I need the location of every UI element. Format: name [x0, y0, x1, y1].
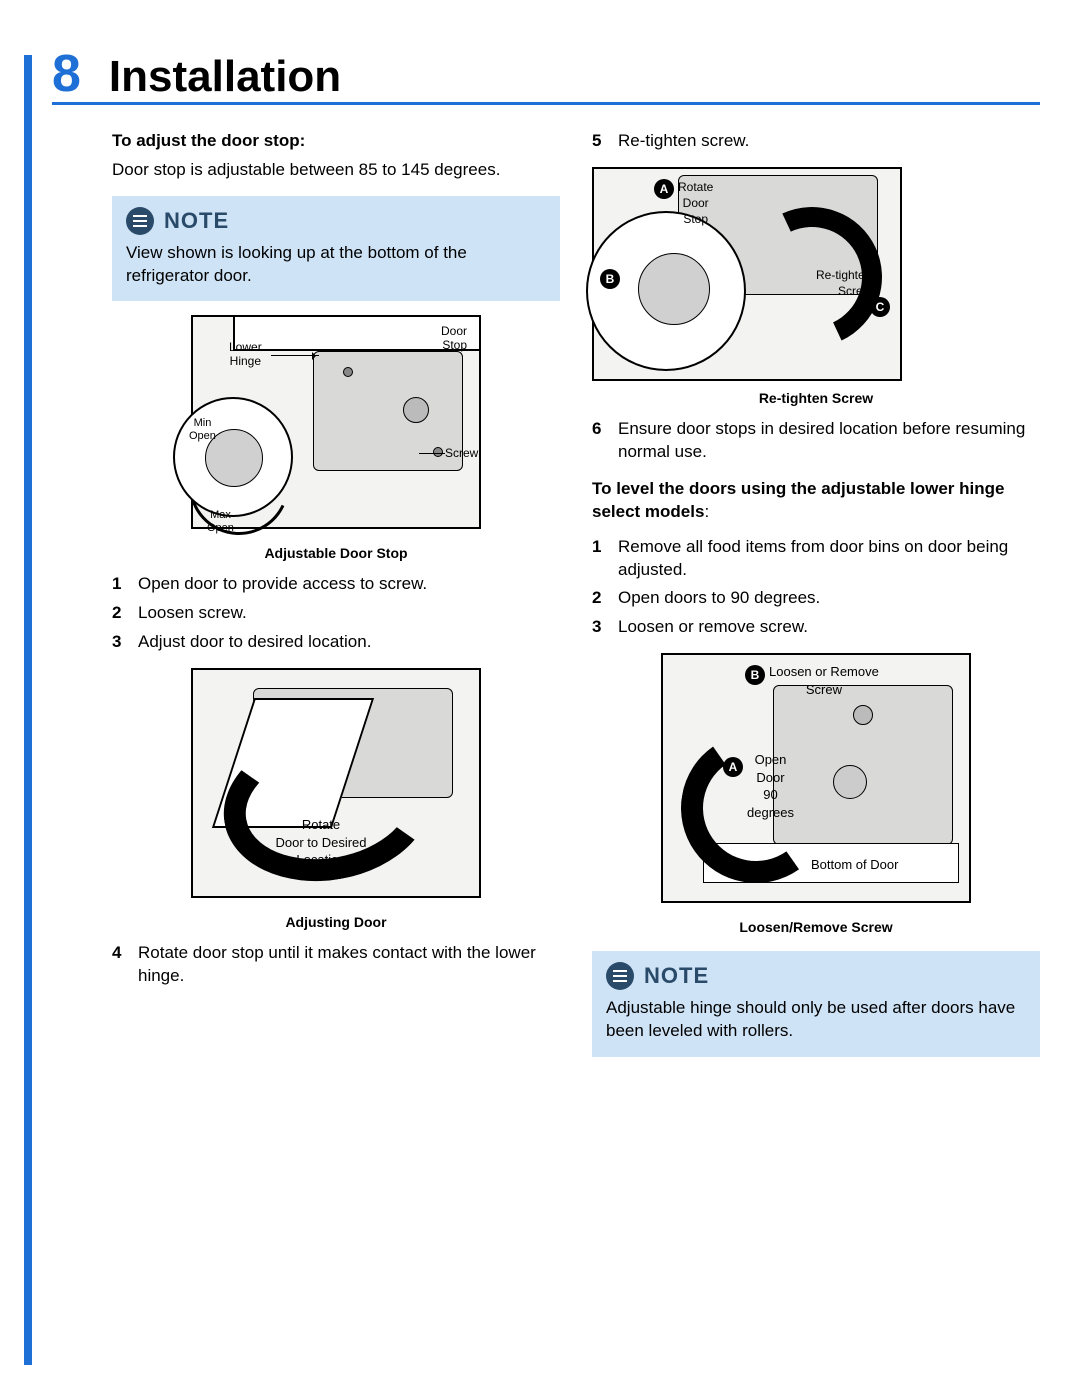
- note-box-2: NOTE Adjustable hinge should only be use…: [592, 951, 1040, 1057]
- note-icon: [126, 207, 154, 235]
- note-title: NOTE: [644, 961, 709, 991]
- step-item: 2Open doors to 90 degrees.: [592, 587, 1040, 610]
- figure-4-caption: Loosen/Remove Screw: [592, 918, 1040, 937]
- figure-adjusting-door: Rotate Door to Desired Location: [191, 668, 481, 898]
- label-bottom-of-door: Bottom of Door: [811, 856, 898, 874]
- label-screw: Screw: [445, 447, 478, 460]
- step-6: 6Ensure door stops in desired location b…: [592, 418, 1040, 464]
- label-door-stop: Door Stop: [441, 325, 467, 351]
- badge-b: B: [600, 269, 620, 289]
- label-lower-hinge: Lower Hinge: [229, 341, 262, 367]
- page-header: 8 Installation: [52, 48, 1040, 105]
- door-stop-range-text: Door stop is adjustable between 85 to 14…: [112, 159, 560, 182]
- note-icon: [606, 962, 634, 990]
- note-text: Adjustable hinge should only be used aft…: [606, 997, 1026, 1043]
- label-max-open: Max Open: [207, 509, 234, 533]
- page-number: 8: [52, 48, 81, 100]
- figure-loosen-remove-screw: B Loosen or Remove Screw A Open Door 90 …: [661, 653, 971, 903]
- figure-1-wrap: Lower Hinge Door Stop Screw Min Open Max…: [112, 315, 560, 563]
- label-min-open: Min Open: [189, 417, 216, 441]
- adjust-door-stop-heading: To adjust the door stop:: [112, 130, 560, 153]
- step-5: 5Re-tighten screw.: [592, 130, 1040, 153]
- content-columns: To adjust the door stop: Door stop is ad…: [112, 130, 1040, 1071]
- step-item: 6Ensure door stops in desired location b…: [592, 418, 1040, 464]
- level-steps-1-3: 1Remove all food items from door bins on…: [592, 536, 1040, 640]
- step-item: 1Open door to provide access to screw.: [112, 573, 560, 596]
- page-title: Installation: [109, 55, 341, 99]
- step-item: 3Loosen or remove screw.: [592, 616, 1040, 639]
- figure-3-caption: Re-tighten Screw: [592, 389, 1040, 408]
- note-box-1: NOTE View shown is looking up at the bot…: [112, 196, 560, 302]
- figure-adjustable-door-stop: Lower Hinge Door Stop Screw Min Open Max…: [191, 315, 481, 529]
- side-accent-bar: [24, 55, 32, 1365]
- note-header: NOTE: [606, 961, 1026, 991]
- step-4: 4Rotate door stop until it makes contact…: [112, 942, 560, 988]
- steps-1-3: 1Open door to provide access to screw. 2…: [112, 573, 560, 654]
- label-loosen-remove: Loosen or Remove Screw: [769, 663, 879, 698]
- figure-4-wrap: B Loosen or Remove Screw A Open Door 90 …: [592, 653, 1040, 937]
- label-rotate-door: Rotate Door to Desired Location: [261, 816, 381, 869]
- badge-a: A: [654, 179, 674, 199]
- figure-retighten-screw: A Rotate Door Stop B Re-tighten Screw C: [592, 167, 902, 381]
- level-doors-heading: To level the doors using the adjustable …: [592, 478, 1040, 524]
- step-item: 2Loosen screw.: [112, 602, 560, 625]
- figure-3-wrap: A Rotate Door Stop B Re-tighten Screw C …: [592, 167, 1040, 408]
- right-column: 5Re-tighten screw. A Rotate Door Stop B …: [592, 130, 1040, 1071]
- step-item: 3Adjust door to desired location.: [112, 631, 560, 654]
- figure-2-wrap: Rotate Door to Desired Location Adjustin…: [112, 668, 560, 932]
- label-open-door-90: Open Door 90 degrees: [747, 751, 794, 821]
- step-item: 5Re-tighten screw.: [592, 130, 1040, 153]
- label-rotate-door-stop: Rotate Door Stop: [678, 179, 713, 228]
- note-header: NOTE: [126, 206, 546, 236]
- step-item: 4Rotate door stop until it makes contact…: [112, 942, 560, 988]
- left-column: To adjust the door stop: Door stop is ad…: [112, 130, 560, 1071]
- badge-b: B: [745, 665, 765, 685]
- label-retighten-screw: Re-tighten Screw: [816, 267, 871, 299]
- badge-c: C: [870, 297, 890, 317]
- step-item: 1Remove all food items from door bins on…: [592, 536, 1040, 582]
- figure-1-caption: Adjustable Door Stop: [112, 544, 560, 563]
- note-title: NOTE: [164, 206, 229, 236]
- figure-2-caption: Adjusting Door: [112, 913, 560, 932]
- note-text: View shown is looking up at the bottom o…: [126, 242, 546, 288]
